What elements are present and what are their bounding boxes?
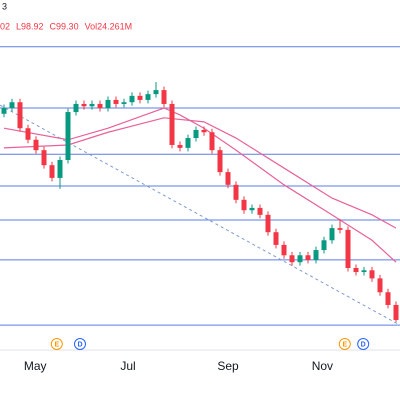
- candle-body: [161, 90, 167, 104]
- candle-body: [385, 292, 391, 305]
- candle-body: [137, 95, 143, 100]
- candle-body: [153, 90, 159, 95]
- candle-body: [185, 138, 191, 148]
- candle-body: [73, 103, 79, 113]
- candle-body: [361, 270, 367, 273]
- candle-body: [297, 255, 303, 263]
- x-tick-label: Sep: [217, 359, 239, 373]
- candle-body: [345, 229, 351, 268]
- candle-body: [81, 103, 87, 107]
- header-symbol: 3: [2, 1, 7, 11]
- candle-body: [129, 95, 135, 103]
- event-marker: [50, 338, 63, 350]
- event-label: E: [54, 341, 59, 348]
- event-label: D: [77, 341, 82, 348]
- time-axis: [0, 350, 400, 400]
- candle-body: [121, 102, 127, 104]
- event-marker: [74, 338, 86, 350]
- x-tick-label: Jul: [120, 359, 135, 373]
- ohlc-value: Vol24.261M: [85, 21, 133, 31]
- candle-body: [113, 99, 119, 104]
- event-marker: [357, 338, 370, 350]
- candle-body: [89, 103, 95, 107]
- candle-body: [177, 144, 183, 148]
- candle-body: [41, 150, 47, 166]
- candle-body: [313, 250, 319, 260]
- ohlc-value: L98.92: [16, 21, 44, 31]
- candle-body: [169, 103, 175, 145]
- candle-body: [337, 228, 343, 230]
- candle-body: [305, 255, 311, 260]
- candle-body: [17, 102, 23, 129]
- candle-body: [241, 199, 247, 211]
- candle-body: [273, 232, 279, 245]
- candle-body: [265, 214, 271, 233]
- candle-body: [281, 244, 287, 256]
- candle-body: [233, 184, 239, 200]
- candle-body: [209, 132, 215, 151]
- candle-body: [9, 102, 15, 109]
- candle-body: [289, 255, 295, 263]
- candle-body: [97, 103, 103, 109]
- candle-body: [369, 270, 375, 279]
- candle-body: [33, 139, 39, 151]
- trendline: [0, 104, 400, 326]
- candle-body: [377, 278, 383, 293]
- candle-body: [193, 129, 199, 139]
- event-marker: [338, 338, 351, 350]
- candle-body: [257, 207, 263, 215]
- candle-body: [225, 172, 231, 185]
- candle-body: [249, 207, 255, 211]
- candle-body: [49, 165, 55, 178]
- event-label: E: [342, 341, 347, 348]
- candle-body: [57, 159, 63, 178]
- ohlc-value: 02: [0, 21, 10, 31]
- candle-body: [329, 228, 335, 241]
- x-tick-label: May: [24, 359, 47, 373]
- candle-body: [201, 129, 207, 133]
- candle-body: [105, 99, 111, 109]
- candle-body: [321, 240, 327, 251]
- ohlc-value: C99.30: [50, 21, 79, 31]
- candle-body: [353, 267, 359, 273]
- candle-body: [65, 112, 71, 160]
- event-label: D: [361, 341, 366, 348]
- candle-body: [145, 94, 151, 100]
- candle-body: [393, 304, 399, 320]
- candle-body: [1, 108, 7, 114]
- candle-body: [25, 128, 31, 140]
- x-tick-label: Nov: [312, 359, 333, 373]
- moving-average: [3, 117, 397, 229]
- candle-body: [217, 150, 223, 173]
